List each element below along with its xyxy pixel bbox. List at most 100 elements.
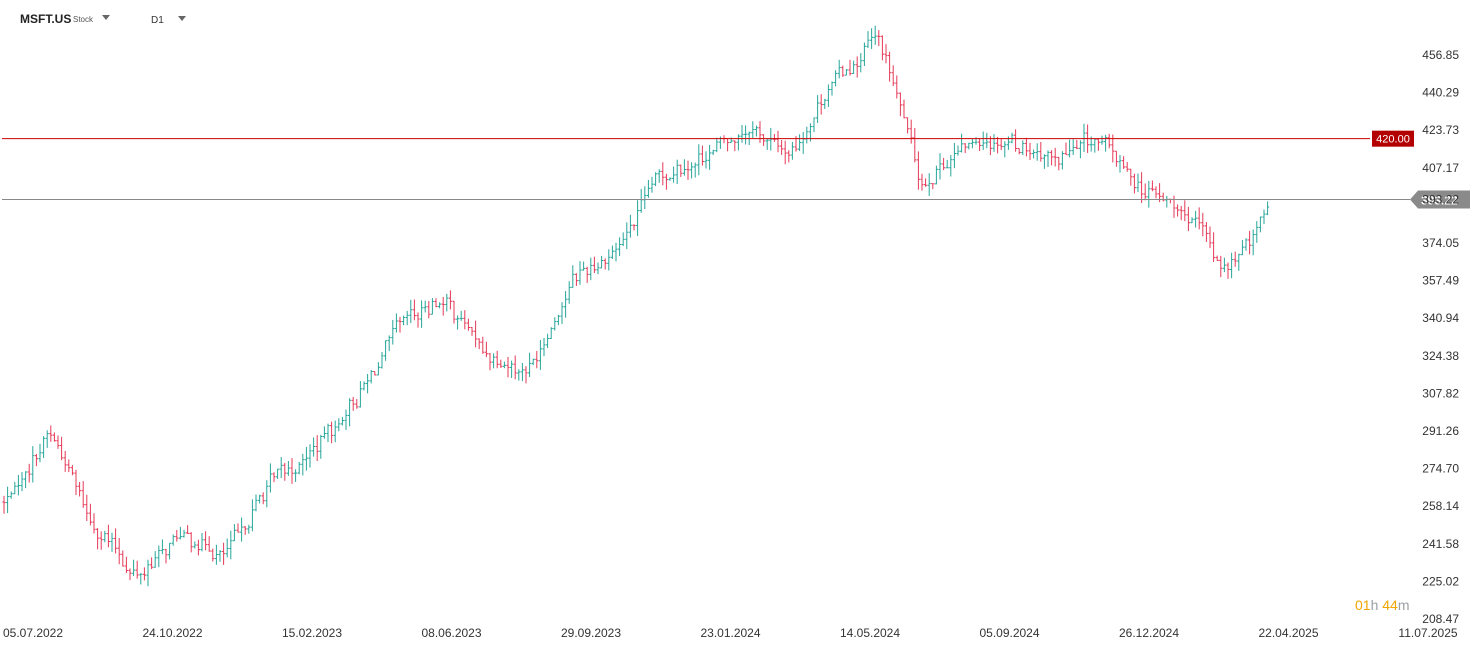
ohlc-bar xyxy=(42,436,46,459)
ohlc-bar xyxy=(970,138,974,149)
ohlc-bar xyxy=(355,399,359,409)
ohlc-bar xyxy=(81,481,85,508)
y-tick-label: 324.38 xyxy=(1422,349,1459,363)
ohlc-bar xyxy=(675,159,679,184)
ohlc-bar xyxy=(1125,161,1129,172)
y-tick-label: 274.70 xyxy=(1422,462,1459,476)
ohlc-bar xyxy=(1230,252,1234,279)
ohlc-bar xyxy=(128,568,132,581)
ohlc-bar xyxy=(330,421,334,444)
ohlc-bar xyxy=(711,149,715,156)
symbol-label[interactable]: MSFT.US xyxy=(20,12,72,26)
ohlc-bar xyxy=(535,350,539,369)
ohlc-bar xyxy=(614,242,618,262)
ohlc-bar xyxy=(250,499,254,532)
ohlc-bar xyxy=(1042,154,1046,169)
ohlc-bar xyxy=(1068,139,1072,158)
ohlc-bar xyxy=(1212,232,1216,263)
ohlc-bar xyxy=(1258,216,1262,233)
ohlc-bar xyxy=(1096,138,1100,151)
ohlc-bar xyxy=(218,550,222,562)
ohlc-bar xyxy=(596,262,600,275)
ohlc-bar xyxy=(142,567,146,581)
ohlc-bar xyxy=(258,494,262,504)
ohlc-bar xyxy=(852,60,856,74)
ohlc-bar xyxy=(366,373,370,394)
ohlc-bar xyxy=(70,465,74,476)
ohlc-bar xyxy=(801,132,805,154)
x-tick-label: 14.05.2024 xyxy=(840,626,900,640)
timeframe-dropdown-chevron-icon[interactable] xyxy=(178,16,186,21)
ohlc-bar xyxy=(276,468,280,479)
ohlc-bar xyxy=(1266,201,1270,216)
timeframe-selector[interactable]: D1 xyxy=(151,15,164,26)
ohlc-bar xyxy=(848,59,852,76)
symbol-dropdown-chevron-icon[interactable] xyxy=(102,15,110,20)
ohlc-bar xyxy=(157,545,161,568)
ohlc-bar xyxy=(27,463,31,483)
ohlc-bar xyxy=(978,138,982,152)
ohlc-bar xyxy=(949,155,953,177)
ohlc-bar xyxy=(693,162,697,178)
ohlc-bar xyxy=(394,313,398,333)
x-tick-label: 15.02.2023 xyxy=(282,626,342,640)
ohlc-bar xyxy=(834,70,838,87)
ohlc-bar xyxy=(758,121,762,143)
ohlc-bar xyxy=(823,98,827,110)
ohlc-bar xyxy=(2,495,6,514)
ohlc-bar xyxy=(1107,133,1111,149)
ohlc-bar xyxy=(1050,150,1054,166)
ohlc-bar xyxy=(448,290,452,310)
ohlc-bar xyxy=(121,550,125,567)
ohlc-bar xyxy=(985,132,989,149)
ohlc-bar xyxy=(1093,138,1097,153)
ohlc-bar xyxy=(24,471,28,489)
y-tick-label: 407.17 xyxy=(1422,161,1459,175)
ohlc-bar xyxy=(20,471,24,492)
ohlc-bar xyxy=(175,529,179,542)
ohlc-bar xyxy=(146,559,150,587)
ohlc-bar xyxy=(376,362,380,376)
ohlc-bar xyxy=(1251,229,1255,256)
ohlc-bar xyxy=(538,340,542,370)
ohlc-bar xyxy=(286,461,290,476)
ohlc-bar xyxy=(214,544,218,565)
ohlc-bar xyxy=(279,457,283,479)
ohlc-bar xyxy=(441,296,445,316)
countdown-hours: 01 xyxy=(1355,597,1371,613)
ohlc-bar xyxy=(229,530,233,560)
ohlc-bar xyxy=(312,437,316,457)
ohlc-bar xyxy=(772,133,776,142)
ohlc-bar xyxy=(103,530,107,543)
ohlc-bar xyxy=(1244,238,1248,251)
ohlc-bar xyxy=(1053,147,1057,167)
ohlc-bar xyxy=(333,420,337,443)
resistance-price-label: 420.00 xyxy=(1376,134,1410,146)
ohlc-bar xyxy=(150,557,154,570)
ohlc-bar xyxy=(153,551,157,568)
y-tick-label: 258.14 xyxy=(1422,499,1459,513)
ohlc-bar xyxy=(553,317,557,331)
ohlc-bar xyxy=(466,318,470,331)
ohlc-bar xyxy=(1201,212,1205,237)
ohlc-bar xyxy=(726,138,730,152)
ohlc-bar xyxy=(45,430,49,448)
ohlc-bar xyxy=(700,145,704,166)
ohlc-bar xyxy=(445,293,449,312)
ohlc-bar xyxy=(294,469,298,482)
ohlc-bar xyxy=(369,370,373,384)
ohlc-bar xyxy=(1219,255,1223,278)
ohlc-bar xyxy=(862,42,866,67)
ohlc-bar xyxy=(938,153,942,180)
ohlc-bar xyxy=(668,177,672,181)
ohlc-bar xyxy=(1215,255,1219,261)
y-tick-label: 225.02 xyxy=(1422,574,1459,588)
ohlc-bar xyxy=(6,486,10,513)
ohlc-bar xyxy=(499,359,503,369)
ohlc-bar xyxy=(592,256,596,273)
ohlc-bar xyxy=(686,160,690,180)
ohlc-bar xyxy=(585,266,589,283)
ohlc-bar xyxy=(200,533,204,552)
ohlc-bar xyxy=(434,298,438,308)
